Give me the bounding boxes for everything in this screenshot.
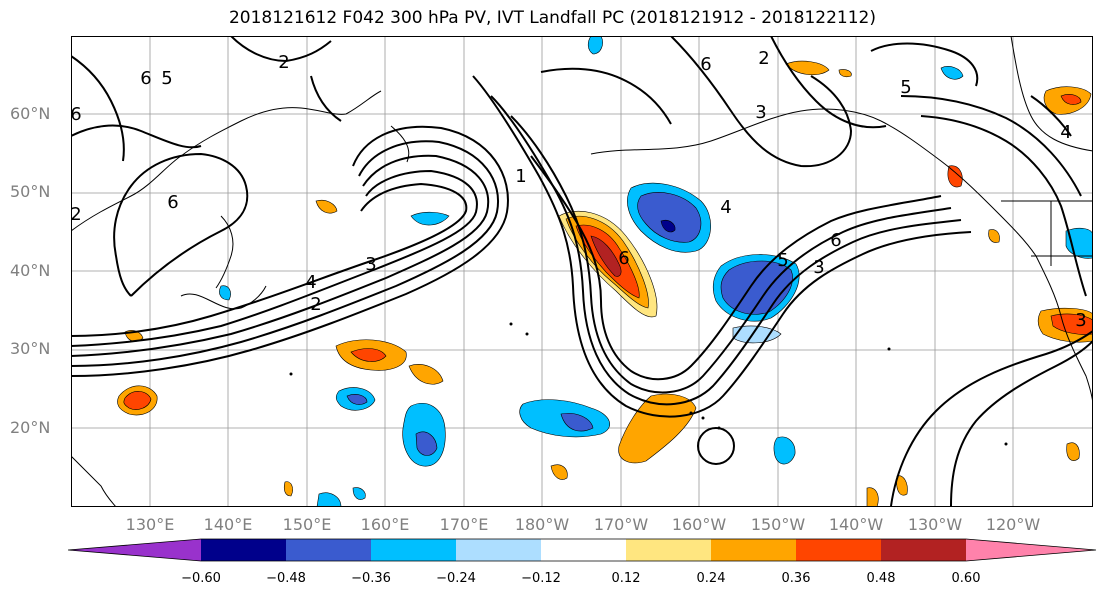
lat-label-30n: 30°N [10, 339, 51, 358]
colorbar-tick: 0.12 [611, 571, 641, 586]
coastlines [71, 36, 1093, 507]
colorbar-bin [541, 539, 626, 561]
lat-label-60n: 60°N [10, 104, 51, 123]
contour-label: 4 [305, 272, 316, 293]
lon-label-160e: 160°E [360, 515, 410, 534]
lon-label-180w: 180°W [514, 515, 570, 534]
chart-title: 2018121612 F042 300 hPa PV, IVT Landfall… [228, 8, 876, 28]
lon-label-170w: 170°W [593, 515, 649, 534]
lat-label-40n: 40°N [10, 261, 51, 280]
lon-label-140e: 140°E [203, 515, 253, 534]
contour-label: 6 [700, 54, 711, 75]
colorbar-tick: 0.36 [781, 571, 811, 586]
colorbar-extend-high [966, 539, 1096, 561]
lon-label-150e: 150°E [282, 515, 332, 534]
ivt-contours [71, 36, 1093, 507]
colorbar-bin [286, 539, 371, 561]
lon-label-170e: 170°E [439, 515, 489, 534]
contour-label: 6 [830, 230, 841, 251]
colorbar-extend-low [68, 539, 201, 561]
contour-label: 5 [161, 68, 172, 89]
contour-label: 5 [900, 77, 911, 98]
contour-label: 3 [365, 254, 376, 275]
lon-label-130e: 130°E [125, 515, 175, 534]
colorbar-bin [796, 539, 881, 561]
colorbar-tick: −0.36 [351, 571, 391, 586]
contour-label: 3 [1075, 310, 1086, 331]
colorbar-bin [201, 539, 286, 561]
contour-label: 6 [71, 104, 82, 125]
lon-label-140w: 140°W [828, 515, 884, 534]
contour-label: 3 [755, 102, 766, 123]
colorbar-bin [711, 539, 796, 561]
colorbar-bin [881, 539, 966, 561]
colorbar-tick: 0.48 [866, 571, 896, 586]
lat-label-20n: 20°N [10, 418, 51, 437]
islands [289, 322, 1008, 446]
lat-label-50n: 50°N [10, 182, 51, 201]
colorbar-tick: −0.60 [181, 571, 221, 586]
contour-label: 2 [758, 48, 769, 69]
contour-label: 2 [71, 204, 82, 225]
colorbar-tick: −0.24 [436, 571, 476, 586]
contour-label: 4 [720, 197, 731, 218]
colorbar-bin [626, 539, 711, 561]
colorbar-tick: −0.48 [266, 571, 306, 586]
colorbar-bin [371, 539, 456, 561]
contour-label: 4 [1060, 122, 1071, 143]
contour-label: 6 [167, 192, 178, 213]
colorbar-tick: −0.12 [521, 571, 561, 586]
lon-label-120w: 120°W [985, 515, 1041, 534]
contour-label: 5 [777, 250, 788, 271]
lon-label-150w: 150°W [750, 515, 806, 534]
contour-label: 3 [813, 257, 824, 278]
lon-label-160w: 160°W [671, 515, 727, 534]
colorbar-tick: 0.60 [951, 571, 981, 586]
pv-shading [117, 36, 1093, 507]
contour-label: 1 [515, 166, 526, 187]
colorbar-tick: 0.24 [696, 571, 726, 586]
contour-labels: 2 6 5 6 6 4 3 2 1 6 2 4 6 3 5 5 4 2 6 3 … [71, 48, 1087, 331]
colorbar [68, 538, 1097, 562]
contour-label: 2 [278, 52, 289, 73]
contour-label: 2 [310, 294, 321, 315]
map-panel: 2 6 5 6 6 4 3 2 1 6 2 4 6 3 5 5 4 2 6 3 … [71, 36, 1093, 507]
colorbar-bin [456, 539, 541, 561]
contour-label: 6 [140, 68, 151, 89]
contour-label: 6 [618, 248, 629, 269]
lon-label-130w: 130°W [907, 515, 963, 534]
